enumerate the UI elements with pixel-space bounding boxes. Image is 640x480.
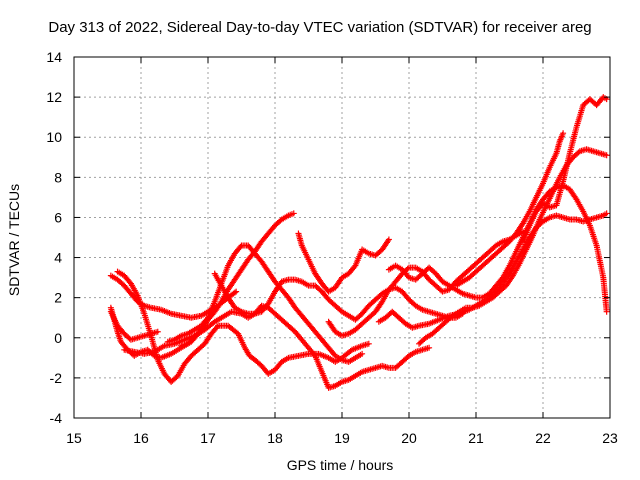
data-point [351,263,358,270]
x-tick-label: 15 [66,430,82,446]
data-point [404,354,411,361]
x-tick-label: 23 [602,430,618,446]
data-point [359,350,366,357]
data-point [421,335,428,342]
data-point [365,340,372,347]
data-point [498,275,505,282]
data-point [491,243,498,250]
data-point [385,236,392,243]
x-tick-label: 20 [401,430,417,446]
y-tick-label: -4 [50,410,63,426]
data-point [603,152,610,159]
y-tick-label: 10 [46,129,62,145]
y-tick-label: 14 [46,49,62,65]
x-axis-label: GPS time / hours [286,457,394,473]
series-sat4 [114,268,372,385]
x-tick-label: 19 [334,430,350,446]
y-tick-label: 0 [54,330,62,346]
data-point [426,344,433,351]
chart-title: Day 313 of 2022, Sidereal Day-to-day VTE… [48,19,592,36]
x-tick-label: 21 [468,430,484,446]
x-tick-label: 16 [133,430,149,446]
data-point [213,324,220,331]
data-point [290,210,297,217]
data-point [231,289,238,296]
y-tick-label: 12 [46,89,62,105]
data-point [575,149,582,156]
series-sat11 [375,210,610,331]
data-point [154,328,161,335]
data-point [603,210,610,217]
data-point [377,291,384,298]
x-tick-label: 17 [200,430,216,446]
data-point [237,243,244,250]
grid-lines [74,57,610,418]
series-sat5 [121,302,433,391]
data-point [264,302,271,309]
data-point [337,307,344,314]
series-sat6 [178,210,297,349]
data-point [448,313,455,320]
data-point [603,308,610,315]
y-axis-label: SDTVAR / TECUs [6,183,22,297]
y-tick-label: 4 [54,250,62,266]
axis-ticks: 15 16 17 18 19 20 21 22 23 -4 -2 0 2 4 6 8 10 12 14 [46,49,618,446]
series-sat7 [164,242,366,365]
y-tick-label: 6 [54,209,62,225]
y-tick-label: 2 [54,290,62,306]
data-point [404,265,411,272]
data-point [411,301,418,308]
data-point [126,279,133,286]
y-tick-label: -2 [50,370,63,386]
x-tick-label: 18 [267,430,283,446]
series-sat12 [385,182,610,315]
data-point [203,316,210,323]
series-sat9 [295,230,392,295]
data-point [401,319,408,326]
series-sat14 [452,130,567,289]
data-point [560,130,567,137]
data-series [107,94,610,391]
data-point [233,288,240,295]
series-sat15 [519,94,610,245]
x-tick-label: 22 [535,430,551,446]
series-sat8 [211,270,466,323]
y-tick-label: 8 [54,169,62,185]
data-point [277,217,284,224]
